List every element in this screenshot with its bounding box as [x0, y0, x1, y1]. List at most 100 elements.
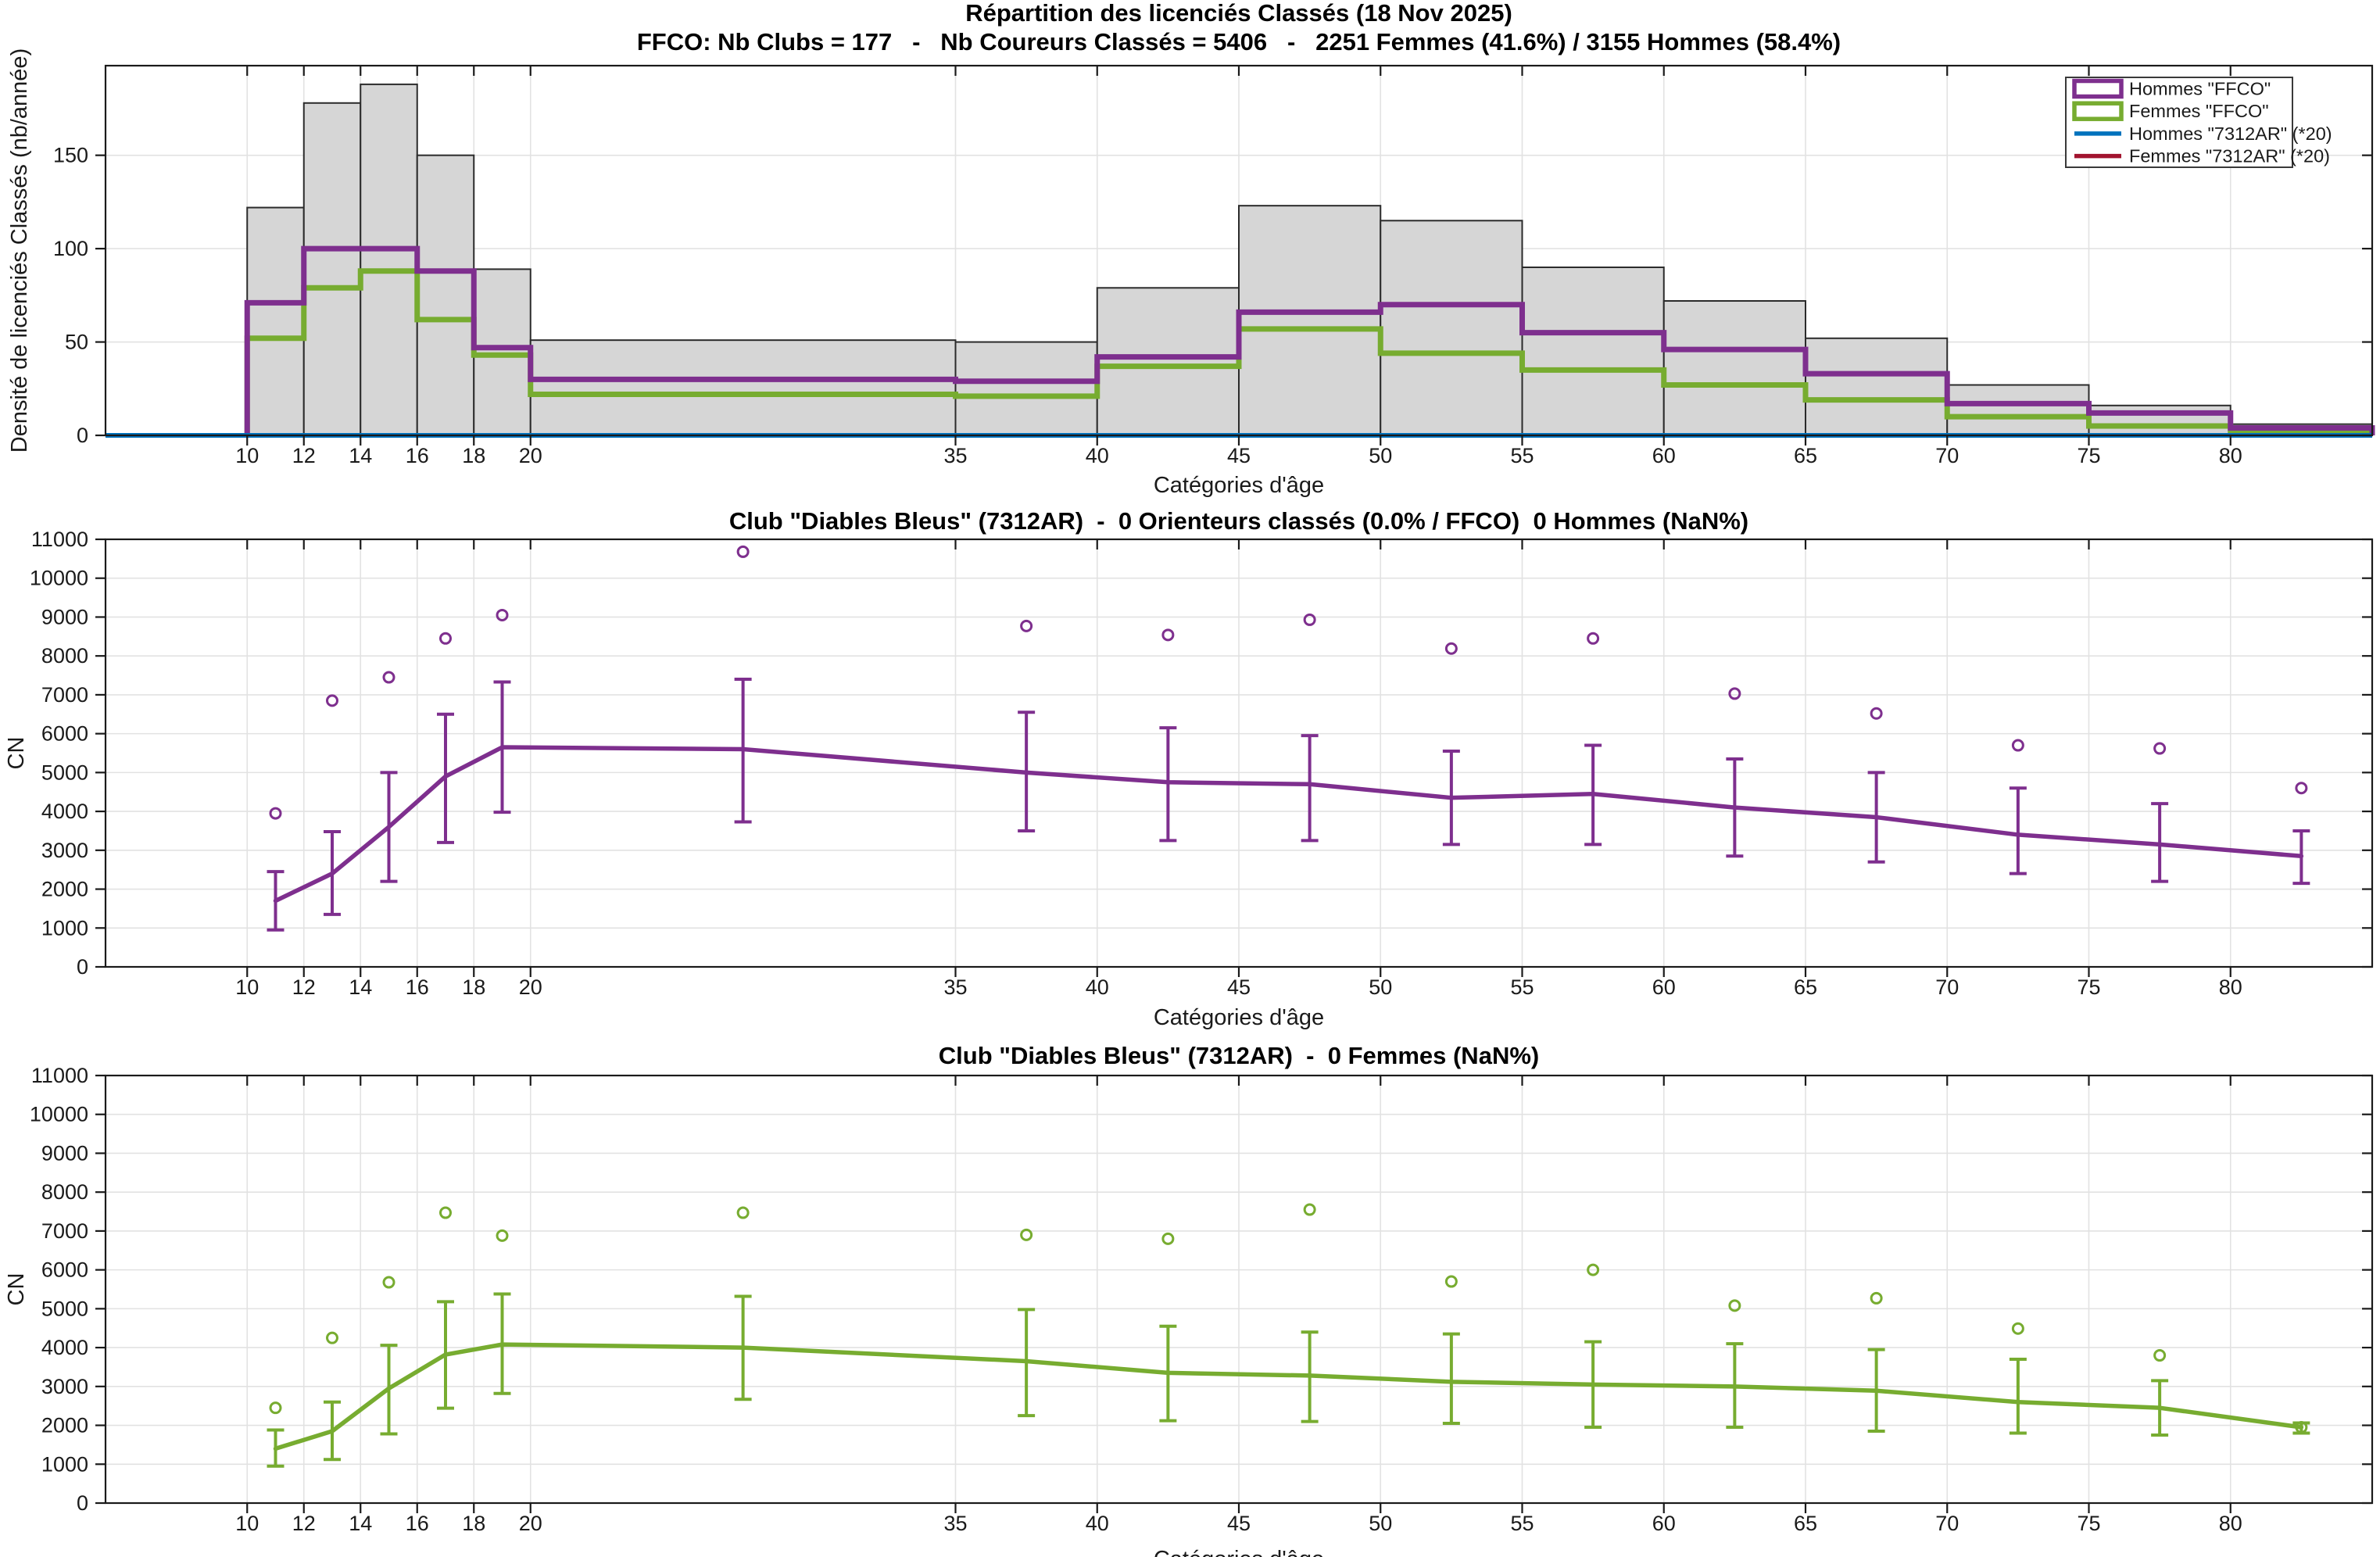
outlier-circle	[326, 694, 338, 707]
outlier-circle	[2153, 1349, 2167, 1362]
y-tick-label: 1000	[41, 916, 88, 940]
y-tick-label: 7000	[41, 1219, 88, 1243]
chart-subtitle: FFCO: Nb Clubs = 177 - Nb Coureurs Class…	[637, 28, 1841, 55]
x-tick-label: 20	[519, 1512, 542, 1535]
x-tick-label: 18	[462, 1512, 485, 1535]
legend-item: Hommes "7312AR" (*20)	[2074, 123, 2332, 144]
x-tick-label: 12	[292, 444, 316, 467]
x-tick-label: 12	[292, 975, 316, 999]
outlier-circle	[1020, 1228, 1033, 1241]
x-tick-label: 80	[2219, 975, 2242, 999]
legend-item: Hommes "FFCO"	[2072, 79, 2271, 99]
y-tick-label: 9000	[41, 605, 88, 628]
y-tick-label: 11000	[31, 528, 88, 551]
density-bar	[2088, 404, 2231, 436]
x-tick-label: 16	[406, 1512, 429, 1535]
density-bar	[1805, 337, 1949, 436]
error-bars	[267, 678, 2310, 932]
middle-cn-chart-hommes: 10 12 14 16 18 20 35 40 45 50 55 60 65 70 75 80 0 1000 200…	[4, 507, 2374, 1030]
x-tick-label: 18	[462, 975, 485, 999]
legend-item: Femmes "7312AR" (*20)	[2074, 146, 2330, 166]
tick-marks	[95, 1074, 2372, 1513]
y-tick-label: 6000	[41, 722, 88, 746]
x-tick-label: 18	[462, 444, 485, 467]
outlier-circle	[1303, 613, 1316, 626]
x-tick-label: 55	[1510, 975, 1534, 999]
outlier-circle	[439, 632, 452, 645]
outlier-circle	[1870, 707, 1883, 720]
x-tick-label: 16	[406, 444, 429, 467]
outlier-markers	[269, 1203, 2308, 1434]
y-tick-label: 0	[77, 1491, 88, 1515]
y-tick-label: 0	[77, 955, 88, 979]
y-tick-label: 10000	[30, 1103, 88, 1126]
gridlines	[106, 539, 2372, 967]
outlier-circle	[1587, 632, 1600, 645]
y-tick-label: 8000	[41, 644, 88, 668]
x-tick-label: 70	[1935, 1512, 1959, 1535]
y-tick-label: 1000	[41, 1452, 88, 1476]
y-tick-label: 10000	[30, 567, 88, 590]
x-tick-label: 20	[519, 975, 542, 999]
density-bar	[302, 102, 362, 436]
density-bar	[360, 83, 418, 436]
density-bar	[529, 339, 957, 436]
y-axis-label: CN	[4, 1273, 29, 1306]
x-tick-label: 40	[1086, 444, 1109, 467]
y-tick-label: 8000	[41, 1180, 88, 1204]
legend-label: Femmes "FFCO"	[2129, 101, 2269, 121]
density-bar	[1238, 205, 1382, 436]
x-tick-label: 80	[2219, 444, 2242, 467]
outlier-circle	[2011, 1322, 2024, 1335]
legend-label: Hommes "7312AR" (*20)	[2129, 123, 2332, 144]
x-tick-label: 65	[1794, 975, 1817, 999]
outlier-circle	[269, 807, 282, 820]
density-bar	[1662, 300, 1806, 436]
y-tick-label: 5000	[41, 1297, 88, 1320]
y-axis-label: CN	[4, 737, 29, 770]
legend-label: Femmes "7312AR" (*20)	[2129, 146, 2330, 166]
outlier-circle	[326, 1331, 338, 1344]
x-tick-label: 35	[943, 444, 967, 467]
hommes-ffco-step-line	[244, 245, 2375, 435]
x-tick-label: 60	[1652, 975, 1676, 999]
density-bar	[416, 154, 475, 437]
x-tick-label: 10	[235, 444, 259, 467]
x-tick-label: 75	[2077, 444, 2100, 467]
x-tick-label: 14	[349, 1512, 372, 1535]
outlier-circle	[1020, 619, 1033, 632]
y-tick-label: 5000	[41, 761, 88, 784]
outlier-circle	[1728, 687, 1741, 700]
x-tick-label: 50	[1369, 1512, 1392, 1535]
x-tick-label: 55	[1510, 444, 1534, 467]
y-tick-label: 7000	[41, 683, 88, 707]
outlier-markers	[269, 545, 2308, 820]
y-tick-label: 6000	[41, 1258, 88, 1282]
y-tick-label: 100	[53, 237, 88, 260]
x-tick-label: 65	[1794, 1512, 1817, 1535]
y-tick-label: 3000	[41, 839, 88, 862]
outlier-circle	[269, 1401, 282, 1415]
x-tick-label: 40	[1086, 975, 1109, 999]
outlier-circle	[2011, 739, 2024, 752]
outlier-circle	[1728, 1299, 1741, 1312]
top-density-chart: 10 12 14 16 18 20 35 40 45 50 55 60 65 70 75 80 0 50 100 15…	[7, 0, 2375, 498]
outlier-circle	[1444, 1275, 1458, 1288]
bottom-cn-chart-femmes: 10 12 14 16 18 20 35 40 45 50 55 60 65 70 75 80 0 1000 200…	[4, 1042, 2374, 1557]
chart-title: Club "Diables Bleus" (7312AR) - 0 Orient…	[729, 507, 1748, 535]
x-tick-label: 35	[943, 975, 967, 999]
error-bars	[267, 1292, 2310, 1468]
outlier-circle	[1303, 1203, 1316, 1216]
x-tick-label: 55	[1510, 1512, 1534, 1535]
x-tick-label: 45	[1227, 444, 1251, 467]
mean-cn-line	[273, 1342, 2304, 1451]
chart-title: Club "Diables Bleus" (7312AR) - 0 Femmes…	[939, 1042, 1539, 1069]
x-axis-label: Catégories d'âge	[1154, 1005, 1324, 1030]
x-tick-label: 40	[1086, 1512, 1109, 1535]
x-tick-label: 20	[519, 444, 542, 467]
density-bar	[1521, 267, 1665, 436]
y-tick-label: 4000	[41, 1336, 88, 1359]
outlier-circle	[1587, 1263, 1600, 1276]
outlier-circle	[736, 1206, 750, 1219]
